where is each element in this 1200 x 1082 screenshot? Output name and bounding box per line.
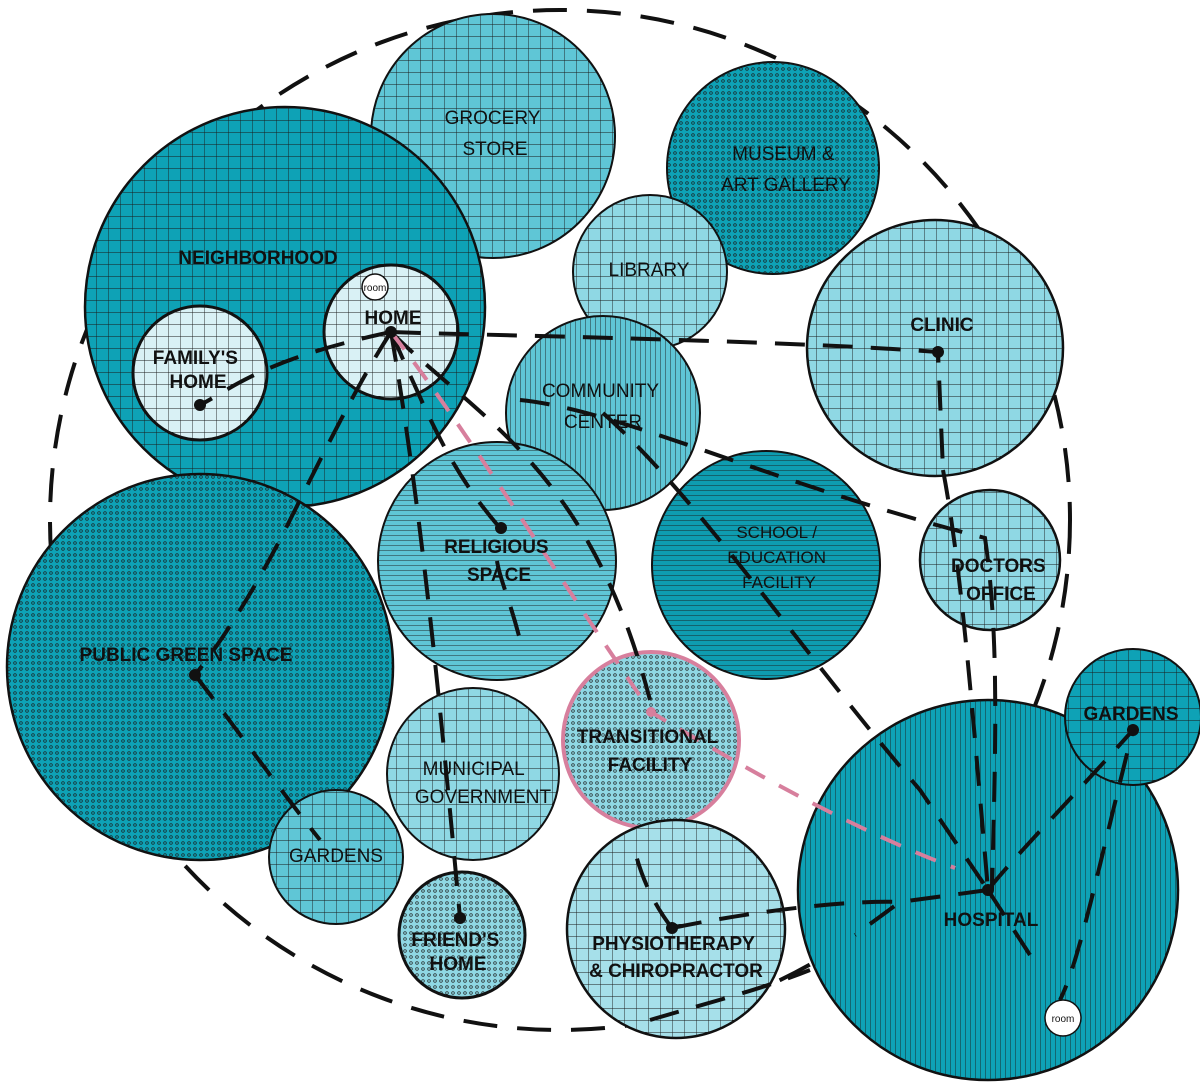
svg-text:FAMILY'S HOME: FAMILY'S HOME [153, 348, 243, 393]
museum-circle [666, 61, 880, 275]
family-home-label-line1: FAMILY'S [153, 348, 238, 369]
hospital-label: HOSPITAL [944, 910, 1039, 931]
doctors-label-line1: DOCTORS [951, 556, 1046, 577]
svg-text:PHYSIOTHERAPY & CHIROPRA: PHYSIOTHERAPY & CHIROPRACTOR [589, 934, 763, 982]
municipal-label-line2: GOVERNMENT [415, 787, 552, 808]
svg-text:RELIGIOUS SPACE: RELIGIOUS SPACE [444, 537, 554, 586]
home-label: HOME [365, 308, 422, 329]
neighborhood-label: NEIGHBORHOOD [178, 248, 337, 269]
school-label-line3: FACILITY [742, 573, 816, 592]
physio-label-line1: PHYSIOTHERAPY [592, 934, 755, 955]
public-green-space-label: PUBLIC GREEN SPACE [80, 645, 293, 666]
svg-text:MUSEUM & ART GALLERY: MUSEUM & ART GALLERY [721, 144, 851, 196]
svg-text:SCHOOL / EDUCATION: SCHOOL / EDUCATION FACILITY [727, 523, 831, 592]
svg-text:MUNICIPAL GOVERNMENT: MUNICIPAL GOVERNMENT [415, 759, 552, 808]
place-labels: GROCERY STORE MUSEUM & ART GALLERY NEIGH… [80, 108, 1179, 982]
node-markers [189, 326, 1139, 934]
grocery-label-line2: STORE [462, 139, 527, 160]
grocery-label-line1: GROCERY [445, 108, 541, 129]
svg-text:TRANSITIONAL FACILITY: TRANSITIONAL FACILITY [577, 727, 723, 776]
museum-label-line2: ART GALLERY [721, 175, 851, 196]
community-label-line2: CENTER [564, 412, 642, 433]
gardens-right-label: GARDENS [1083, 704, 1178, 725]
school-label-line2: EDUCATION [727, 548, 826, 567]
outer-boundary [48, 8, 1072, 1032]
doctors-label-line2: OFFICE [966, 584, 1036, 605]
physio-label-line2: & CHIROPRACTOR [589, 961, 763, 982]
family-home-label-line2: HOME [170, 372, 227, 393]
friends-home-label-line2: HOME [430, 954, 487, 975]
room-marker-home: room [361, 273, 389, 301]
museum-label-line1: MUSEUM & [732, 144, 835, 165]
religious-label-line2: SPACE [467, 565, 531, 586]
library-label: LIBRARY [609, 260, 690, 281]
transitional-label-line1: TRANSITIONAL [577, 727, 719, 748]
school-label-line1: SCHOOL / [736, 523, 817, 542]
svg-text:FRIEND'S HOME: FRIEND'S HOME [411, 930, 504, 975]
transitional-label-line2: FACILITY [608, 755, 693, 776]
svg-text:COMMUNITY CENTER: COMMUNITY CENTER [542, 381, 664, 433]
clinic-label: CLINIC [910, 315, 974, 336]
friends-home-circle [397, 870, 527, 1000]
transitional-facility-circle [561, 650, 741, 830]
room-marker-hospital: room [1044, 999, 1082, 1037]
pink-route-path [389, 330, 956, 870]
gardens-left-label: GARDENS [289, 846, 383, 867]
room-label-hospital: room [1052, 1014, 1075, 1025]
gardens-right-circle [1064, 648, 1200, 786]
municipal-circle [386, 687, 560, 861]
gardens-left-circle [268, 789, 404, 925]
svg-text:GROCERY STORE: GROCERY STORE [445, 108, 546, 160]
school-circle [651, 450, 881, 680]
religious-label-line1: RELIGIOUS [444, 537, 549, 558]
room-label-home: room [364, 283, 387, 294]
doctors-office-circle [918, 488, 1062, 632]
svg-text:DOCTORS OFFICE: DOCTORS OFFICE [951, 556, 1051, 605]
municipal-label-line1: MUNICIPAL [423, 759, 524, 780]
community-label-line1: COMMUNITY [542, 381, 659, 402]
family-home-circle [131, 304, 269, 442]
friends-home-label-line1: FRIEND'S [411, 930, 499, 951]
